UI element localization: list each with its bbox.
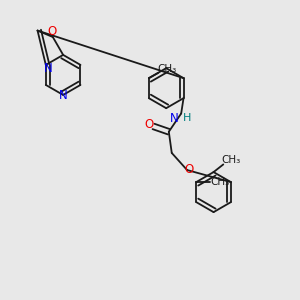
Text: CH₃: CH₃ xyxy=(210,177,230,187)
Text: N: N xyxy=(44,62,53,75)
Text: O: O xyxy=(48,25,57,38)
Text: H: H xyxy=(183,112,191,123)
Text: N: N xyxy=(59,89,68,102)
Text: O: O xyxy=(184,163,193,176)
Text: N: N xyxy=(170,112,179,125)
Text: O: O xyxy=(145,118,154,131)
Text: CH₃: CH₃ xyxy=(222,155,241,165)
Text: CH₃: CH₃ xyxy=(158,64,177,74)
